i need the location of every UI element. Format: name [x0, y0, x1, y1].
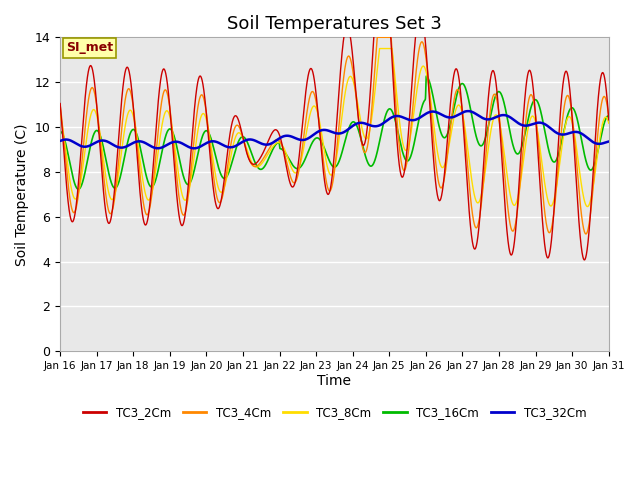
Text: SI_met: SI_met	[66, 41, 113, 54]
Legend: TC3_2Cm, TC3_4Cm, TC3_8Cm, TC3_16Cm, TC3_32Cm: TC3_2Cm, TC3_4Cm, TC3_8Cm, TC3_16Cm, TC3…	[78, 401, 591, 424]
Title: Soil Temperatures Set 3: Soil Temperatures Set 3	[227, 15, 442, 33]
X-axis label: Time: Time	[317, 374, 351, 388]
Y-axis label: Soil Temperature (C): Soil Temperature (C)	[15, 123, 29, 265]
